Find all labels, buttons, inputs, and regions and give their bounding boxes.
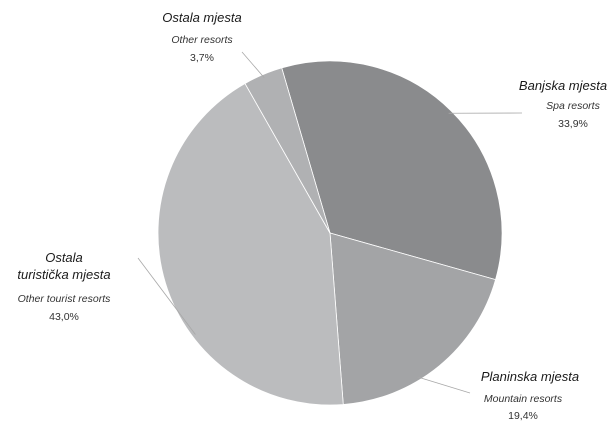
slice-value-banjska-mjesta: 33,9% bbox=[558, 118, 588, 130]
slice-label-en-spa-resorts: Spa resorts bbox=[546, 100, 600, 112]
slice-value-ostala-turisticka-mjesta: 43,0% bbox=[49, 311, 79, 323]
slice-value-planinska-mjesta: 19,4% bbox=[508, 410, 538, 422]
pie-slice-ostala-turisticka-mjesta bbox=[157, 82, 344, 406]
leader-line-ostala-turisticka bbox=[137, 257, 196, 335]
slice-label-planinska-mjesta: Planinska mjesta bbox=[481, 369, 579, 384]
pie-slices bbox=[157, 60, 503, 406]
slice-label-en-other-resorts: Other resorts bbox=[171, 34, 233, 46]
slice-label-banjska-mjesta: Banjska mjesta bbox=[519, 78, 607, 93]
leader-lines bbox=[137, 51, 523, 394]
slice-label-ostala-line2: turistička mjesta bbox=[17, 267, 110, 282]
label-ostala-turisticka-mjesta: Ostala turistička mjesta Other tourist r… bbox=[17, 250, 111, 323]
slice-label-ostala-line1: Ostala bbox=[45, 250, 83, 265]
slice-label-en-mountain-resorts: Mountain resorts bbox=[484, 393, 563, 405]
pie-slice-banjska-mjesta bbox=[281, 60, 503, 281]
pie-slice-ostala-mjesta bbox=[244, 67, 331, 234]
slice-value-ostala-mjesta: 3,7% bbox=[190, 52, 214, 64]
label-planinska-mjesta: Planinska mjesta Mountain resorts 19,4% bbox=[481, 369, 579, 422]
pie-slice-planinska-mjesta bbox=[329, 232, 497, 405]
slice-label-en-other-tourist-resorts: Other tourist resorts bbox=[18, 293, 112, 305]
slice-label-ostala-mjesta: Ostala mjesta bbox=[162, 10, 241, 25]
leader-line-ostala-mjesta bbox=[241, 51, 265, 79]
leader-line-planinska bbox=[417, 376, 471, 394]
label-banjska-mjesta: Banjska mjesta Spa resorts 33,9% bbox=[519, 78, 607, 130]
label-ostala-mjesta: Ostala mjesta Other resorts 3,7% bbox=[162, 10, 241, 64]
